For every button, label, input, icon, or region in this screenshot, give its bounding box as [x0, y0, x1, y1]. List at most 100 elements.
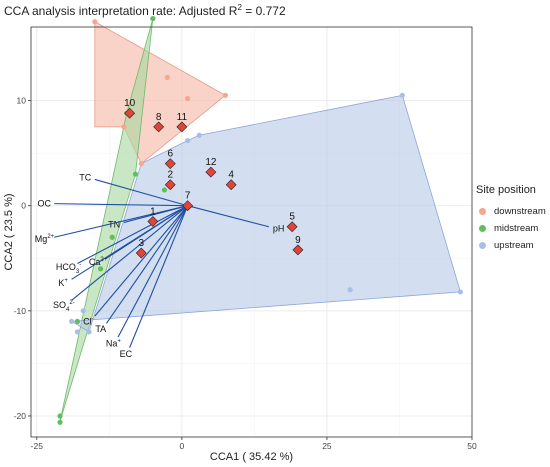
vector-line [94, 205, 189, 317]
y-axis-label: CCA2 ( 23.5 %) [3, 193, 15, 270]
site-point-downstream [185, 95, 191, 102]
y-tick-label: -20 [14, 411, 27, 421]
site-point-downstream [138, 161, 144, 167]
legend-item-midstream: midstream [476, 220, 546, 237]
sample-marker [135, 247, 147, 259]
site-point-downstream [121, 124, 127, 130]
vector-label: TA [95, 324, 106, 334]
sample-label: 1 [150, 206, 156, 217]
sample-marker [153, 121, 165, 133]
x-tick-label: 25 [322, 441, 332, 451]
sample-label: 7 [185, 191, 191, 202]
x-tick-label: -25 [31, 441, 44, 451]
vector-line [129, 205, 189, 348]
site-point-upstream [86, 329, 92, 335]
site-point-midstream [57, 419, 63, 425]
vector-line [77, 205, 188, 265]
legend-title: Site position [476, 184, 536, 196]
legend-label: midstream [494, 223, 539, 234]
sample-label: 8 [156, 112, 162, 123]
vector-line [71, 205, 189, 301]
site-points [57, 15, 463, 425]
vector-line [105, 205, 189, 324]
site-point-upstream [74, 329, 81, 335]
site-point-midstream [98, 266, 104, 272]
site-hulls [59, 18, 461, 422]
vector-label: OC [37, 199, 51, 209]
sample-marker [164, 158, 176, 170]
plot-frame [30, 26, 473, 438]
hull-upstream [70, 94, 461, 333]
site-point-upstream [69, 318, 75, 324]
vector-line [94, 178, 188, 207]
sample-label: 3 [138, 238, 144, 249]
vector-line [117, 205, 189, 338]
vector-label: K+ [58, 278, 68, 288]
vector-label: SO42- [53, 300, 75, 313]
site-point-upstream [457, 289, 463, 295]
vector-label: Mg2+ [35, 234, 55, 244]
site-point-midstream [74, 318, 81, 324]
legend-label: downstream [494, 206, 546, 217]
sample-marker [176, 121, 188, 133]
legend-dot [479, 208, 486, 215]
site-point-midstream [57, 413, 63, 419]
sample-label: 10 [124, 98, 136, 109]
x-tick-label: 0 [180, 441, 185, 451]
vector-line [187, 205, 270, 228]
vector-label: Cl- [83, 316, 94, 326]
vector-label: EC [120, 349, 133, 359]
site-point-upstream [196, 132, 202, 138]
site-point-downstream [164, 74, 170, 81]
vector-label: Ca2+ [89, 257, 108, 267]
legend-dot [479, 225, 486, 232]
legend-item-downstream: downstream [476, 203, 546, 220]
sample-label: 2 [167, 170, 173, 181]
sample-label: 6 [167, 149, 173, 160]
chart-title: CCA analysis interpretation rate: Adjust… [4, 3, 286, 18]
sample-label: 11 [177, 112, 188, 123]
sample-label: 5 [289, 212, 295, 223]
site-point-downstream [92, 19, 98, 25]
sample-marker [205, 166, 217, 178]
sample-marker [286, 221, 298, 233]
vector-label: TN [108, 219, 120, 229]
site-point-downstream [222, 92, 228, 98]
sample-marker [292, 244, 304, 256]
sample-label: 9 [295, 235, 301, 246]
legend: Site position downstream midstream upstrea… [476, 184, 546, 254]
sample-marker [225, 179, 237, 191]
vector-line [54, 203, 188, 207]
vector-line [54, 205, 188, 238]
site-point-upstream [347, 287, 353, 293]
vector-label: pH [273, 223, 285, 233]
y-tick-label: 0 [21, 201, 26, 211]
site-point-midstream [161, 187, 168, 193]
legend-dot [479, 242, 486, 249]
site-point-midstream [150, 15, 156, 22]
sample-marker [147, 216, 159, 227]
vector-label: TC [79, 173, 91, 183]
site-point-upstream [185, 137, 191, 144]
x-axis-ticks: -25 0 25 50 [31, 437, 477, 451]
vector-label: HCO3- [56, 262, 81, 275]
vector-label: Na+ [106, 338, 122, 348]
vector-line [71, 205, 188, 280]
site-point-midstream [132, 171, 139, 177]
legend-label: upstream [494, 240, 534, 251]
site-point-upstream [80, 308, 86, 314]
x-axis-label: CCA1 ( 35.42 %) [210, 451, 293, 463]
sample-marker [124, 107, 136, 119]
site-point-upstream [399, 92, 405, 98]
y-tick-label: -10 [14, 306, 27, 316]
sample-marker [164, 179, 176, 191]
x-tick-label: 50 [467, 441, 477, 451]
y-axis-ticks: -20 -10 0 10 [14, 96, 31, 421]
sample-label: 12 [205, 157, 217, 168]
sample-label: 4 [228, 170, 234, 181]
y-tick-label: 10 [17, 96, 27, 106]
legend-item-upstream: upstream [476, 237, 546, 254]
